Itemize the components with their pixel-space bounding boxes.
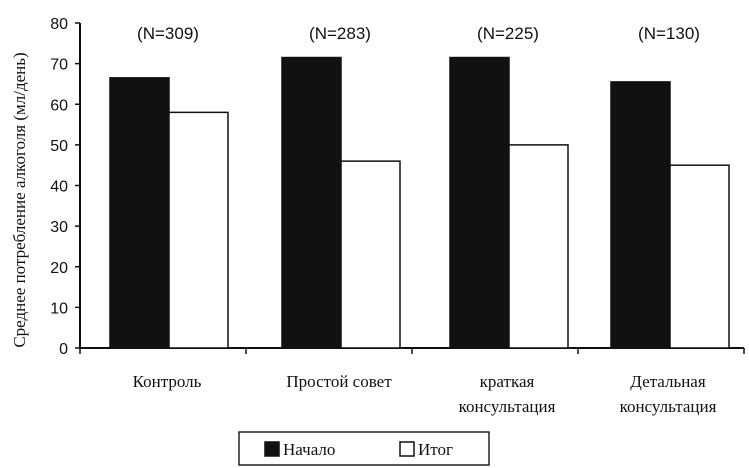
category-label: Простой совет (286, 372, 392, 391)
bar-start (449, 56, 510, 349)
y-tick-label: 30 (50, 219, 68, 236)
bar-end (669, 164, 730, 349)
sample-size-label: (N=309) (137, 24, 199, 43)
y-tick-label: 50 (50, 138, 68, 155)
sample-size-label: (N=130) (638, 24, 700, 43)
y-tick-label: 60 (50, 97, 68, 114)
y-axis-label: Среднее потребление алкоголя (мл/день) (10, 52, 29, 347)
sample-size-label: (N=225) (477, 24, 539, 43)
bar-start (610, 81, 671, 349)
category-label: Детальная (630, 372, 706, 391)
bar-end (508, 144, 569, 349)
legend-label-start: Начало (283, 440, 335, 459)
bars-group (109, 56, 730, 349)
y-tick-label: 0 (59, 341, 68, 358)
bar-start (109, 77, 170, 349)
bar-start (281, 56, 342, 349)
y-tick-label: 70 (50, 57, 68, 74)
category-label: консультация (620, 397, 717, 416)
category-label: Контроль (133, 372, 202, 391)
y-tick-label: 80 (50, 16, 68, 33)
y-tick-label: 20 (50, 260, 68, 277)
legend-label-end: Итог (418, 440, 453, 459)
bar-end (340, 160, 401, 349)
legend-box (238, 431, 490, 466)
sample-size-label: (N=283) (309, 24, 371, 43)
y-tick-label: 10 (50, 300, 68, 317)
legend: Начало Итог (238, 431, 490, 466)
category-label: краткая (480, 372, 535, 391)
category-label: консультация (459, 397, 556, 416)
y-tick-label: 40 (50, 179, 68, 196)
bar-end (168, 111, 229, 349)
legend-swatch-end (399, 441, 415, 457)
legend-swatch-start (264, 441, 280, 457)
labels-group: (N=309) Контроль (N=283) Простой совет (N=22… (133, 24, 717, 416)
